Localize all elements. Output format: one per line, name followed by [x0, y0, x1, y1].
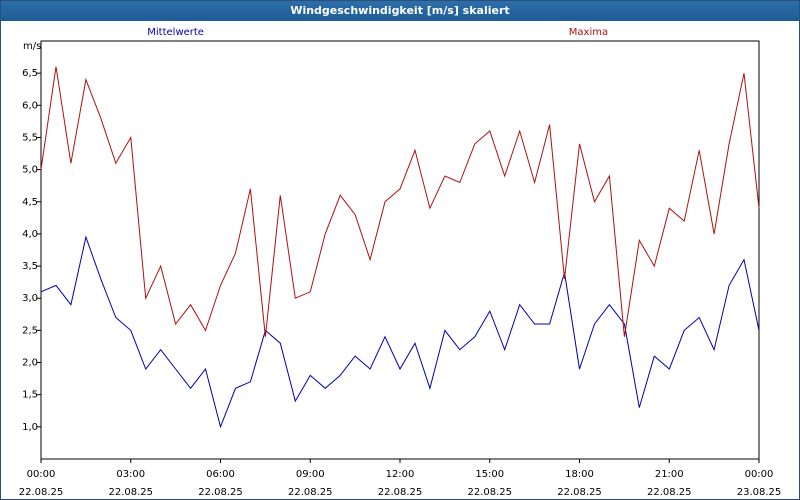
y-tick-label: 4,5	[22, 197, 38, 208]
x-tick-time: 03:00	[116, 469, 145, 480]
series-line-maxima	[40, 66, 760, 337]
y-tick-label: 3,5	[22, 261, 38, 272]
x-tick-date: 23.08.25	[737, 487, 782, 498]
y-tick-label: 5,5	[22, 132, 38, 143]
x-tick-time: 00:00	[27, 469, 56, 480]
axis-labels: 1,0 1,5 2,0 2,5 3,0 3,5 4,0 4,5 5,0 5,5 6,0 6,5 00:0…	[19, 27, 782, 498]
y-tick-label: 2,5	[22, 325, 38, 336]
x-tick-time: 09:00	[296, 469, 325, 480]
y-tick-label: 2,0	[22, 358, 38, 369]
y-tick-label: 1,5	[22, 390, 38, 401]
y-tick-label: 6,0	[22, 100, 38, 111]
x-tick-time: 06:00	[206, 469, 235, 480]
x-tick-date: 22.08.25	[557, 487, 602, 498]
chart-title: Windgeschwindigkeit [m/s] skaliert	[1, 1, 799, 21]
series-line-mittelwerte	[40, 235, 760, 429]
y-tick-label: 6,5	[22, 68, 38, 79]
x-tick-date: 22.08.25	[108, 487, 153, 498]
y-tick-label: 5,0	[22, 165, 38, 176]
x-tick-time: 18:00	[565, 469, 594, 480]
y-axis-unit-label: m/s	[23, 41, 41, 52]
plot-area	[40, 40, 760, 460]
x-tick-time: 21:00	[655, 469, 684, 480]
series-lines	[40, 66, 760, 429]
y-tick-label: 4,0	[22, 229, 38, 240]
y-tick-label: 3,0	[22, 293, 38, 304]
x-tick-date: 22.08.25	[647, 487, 692, 498]
x-tick-date: 22.08.25	[378, 487, 423, 498]
x-tick-date: 22.08.25	[467, 487, 512, 498]
x-tick-date: 22.08.25	[288, 487, 333, 498]
y-tick-label: 1,0	[22, 422, 38, 433]
x-tick-date: 22.08.25	[198, 487, 243, 498]
axes	[37, 40, 760, 463]
legend-maxima: Maxima	[569, 27, 608, 38]
x-tick-time: 15:00	[475, 469, 504, 480]
legend-mittelwerte: Mittelwerte	[147, 27, 204, 38]
x-tick-time: 12:00	[386, 469, 415, 480]
x-tick-date: 22.08.25	[19, 487, 64, 498]
x-tick-time: 00:00	[745, 469, 774, 480]
